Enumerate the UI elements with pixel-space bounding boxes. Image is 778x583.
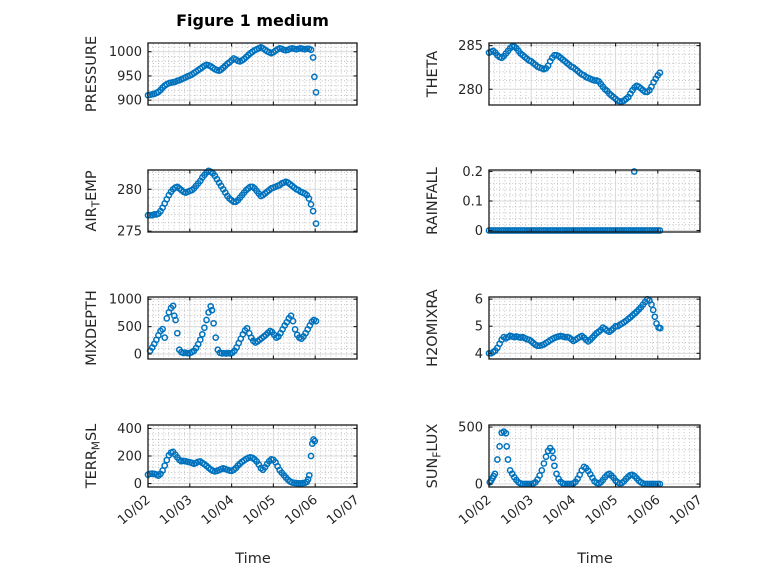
y-axis-label-h2omixra: H2OMIXRA: [425, 289, 441, 367]
y-tick-label: 6: [475, 293, 483, 308]
x-axis-label-left: Time: [235, 551, 271, 567]
y-axis-label-pressure: PRESSURE: [84, 36, 100, 112]
subplot-mixdepth: 0 500 1000 MIXDEPTH: [84, 290, 358, 366]
y-tick-label: 5: [475, 320, 483, 335]
axes-box: [147, 42, 358, 106]
y-tick-label: 400: [117, 422, 142, 437]
y-axis-label-theta: THETA: [425, 51, 441, 99]
axes-box: [488, 296, 701, 360]
data-points: [144, 436, 319, 487]
y-tick-label: 1000: [109, 45, 142, 60]
data-points: [485, 295, 664, 357]
data-points: [144, 44, 320, 99]
y-tick-label: 285: [458, 39, 483, 54]
x-tick-label: 10/04: [199, 493, 237, 529]
subplot-pressure: 900 950 1000 PRESSURE: [84, 36, 358, 112]
axes-box: [147, 169, 358, 233]
y-tick-label: 280: [117, 183, 142, 198]
y-tick-label: 0: [134, 348, 142, 363]
y-axis-label-terr-msl: TERRMSL: [84, 424, 103, 490]
minor-grid: [148, 297, 357, 359]
y-tick-label: 500: [458, 421, 483, 436]
axes-box: [147, 296, 358, 360]
data-points: [144, 167, 320, 227]
axes-box: [488, 42, 701, 106]
x-tick-label: 10/03: [498, 493, 536, 529]
x-tick-label: 10/07: [667, 493, 705, 529]
x-tick-label: 10/05: [241, 493, 279, 529]
x-tick-label: 10/05: [583, 493, 621, 529]
y-tick-label: 0.1: [462, 195, 483, 210]
y-tick-label: 0: [134, 477, 142, 492]
y-tick-label: 900: [117, 94, 142, 109]
y-tick-label: 500: [117, 320, 142, 335]
subplot-theta: 280 285 THETA: [425, 39, 701, 106]
minor-grid: [489, 297, 700, 360]
axes-box: [488, 424, 701, 488]
y-tick-label: 0.2: [462, 165, 483, 180]
data-points: [485, 168, 664, 234]
minor-grid: [148, 425, 357, 487]
minor-grid: [489, 43, 700, 105]
tick-marks: [147, 43, 358, 105]
y-tick-label: 1000: [109, 293, 142, 308]
data-points: [486, 428, 664, 488]
y-tick-label: 200: [117, 450, 142, 465]
y-tick-label: 280: [458, 83, 483, 98]
minor-grid: [148, 43, 357, 105]
x-tick-label: 10/03: [157, 493, 195, 529]
y-axis-label-rainfall: RAINFALL: [425, 167, 441, 235]
data-points: [485, 43, 664, 105]
x-tick-label: 10/02: [456, 493, 494, 529]
y-axis-label-air-temp: AIRTEMP: [84, 170, 103, 231]
subplot-terr-msl: 0 200 400 TERRMSL 10/02 10/03 10/04 10/05 10/06 1…: [84, 422, 363, 528]
y-tick-label: 4: [475, 347, 483, 362]
subplot-sun-flux: 0 500 SUNFLUX 10/02 10/03 10/04 10/05 10/06 10/0…: [425, 421, 706, 529]
y-axis-label-sun-flux: SUNFLUX: [425, 424, 444, 489]
minor-grid: [489, 170, 700, 232]
x-tick-label: 10/04: [541, 493, 579, 529]
minor-grid: [489, 425, 700, 487]
x-tick-label: 10/07: [324, 493, 362, 529]
x-tick-label: 10/06: [625, 493, 663, 529]
x-tick-label: 10/06: [282, 493, 320, 529]
tick-marks: [147, 170, 358, 232]
tick-marks: [488, 170, 701, 232]
tick-marks: [488, 297, 701, 359]
x-axis-label-right: Time: [577, 551, 613, 567]
tick-marks: [488, 43, 701, 105]
subplot-air-temp: 275 280 AIRTEMP: [84, 167, 358, 240]
y-tick-label: 0: [475, 478, 483, 493]
figure-title: Figure 1 medium: [176, 11, 329, 30]
tick-marks: [488, 425, 701, 487]
y-tick-label: 275: [117, 225, 142, 240]
y-axis-label-mixdepth: MIXDEPTH: [84, 290, 100, 366]
subplot-h2omixra: 4 5 6 H2OMIXRA: [425, 289, 701, 367]
major-grid: [489, 43, 700, 105]
y-tick-label: 950: [117, 69, 142, 84]
data-points: [146, 302, 320, 357]
tick-marks: [147, 297, 358, 359]
minor-grid: [148, 170, 357, 232]
tick-marks: [147, 425, 358, 487]
x-tick-label: 10/02: [115, 493, 153, 529]
y-tick-label: 0: [475, 224, 483, 239]
subplot-rainfall: 0 0.1 0.2 RAINFALL: [425, 165, 701, 239]
